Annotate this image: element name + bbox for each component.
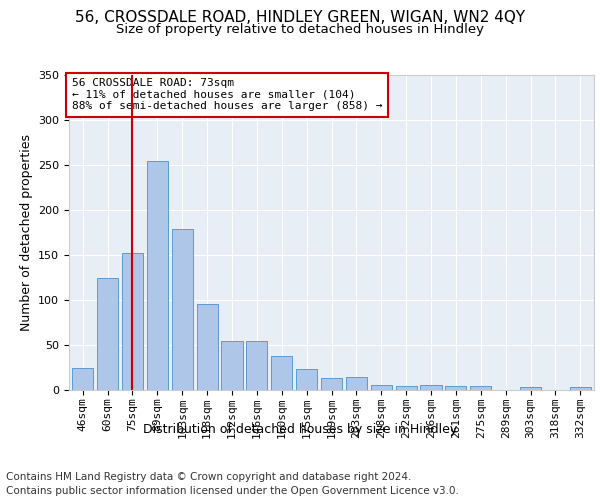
Bar: [520, 388, 541, 390]
Bar: [321, 378, 342, 390]
Bar: [122, 253, 143, 390]
Y-axis label: Number of detached properties: Number of detached properties: [20, 134, 32, 331]
Bar: [246, 340, 268, 390]
Bar: [271, 356, 292, 390]
Text: Distribution of detached houses by size in Hindley: Distribution of detached houses by size …: [143, 422, 457, 436]
Bar: [197, 304, 218, 390]
Text: Contains public sector information licensed under the Open Government Licence v3: Contains public sector information licen…: [6, 486, 459, 496]
Bar: [147, 160, 168, 390]
Text: 56, CROSSDALE ROAD, HINDLEY GREEN, WIGAN, WN2 4QY: 56, CROSSDALE ROAD, HINDLEY GREEN, WIGAN…: [75, 10, 525, 25]
Text: Contains HM Land Registry data © Crown copyright and database right 2024.: Contains HM Land Registry data © Crown c…: [6, 472, 412, 482]
Text: Size of property relative to detached houses in Hindley: Size of property relative to detached ho…: [116, 22, 484, 36]
Bar: [72, 368, 93, 390]
Text: 56 CROSSDALE ROAD: 73sqm
← 11% of detached houses are smaller (104)
88% of semi-: 56 CROSSDALE ROAD: 73sqm ← 11% of detach…: [71, 78, 382, 112]
Bar: [470, 386, 491, 390]
Bar: [97, 278, 118, 390]
Bar: [371, 384, 392, 390]
Bar: [346, 378, 367, 390]
Bar: [445, 386, 466, 390]
Bar: [570, 388, 591, 390]
Bar: [421, 384, 442, 390]
Bar: [221, 340, 242, 390]
Bar: [172, 229, 193, 390]
Bar: [395, 386, 417, 390]
Bar: [296, 370, 317, 390]
